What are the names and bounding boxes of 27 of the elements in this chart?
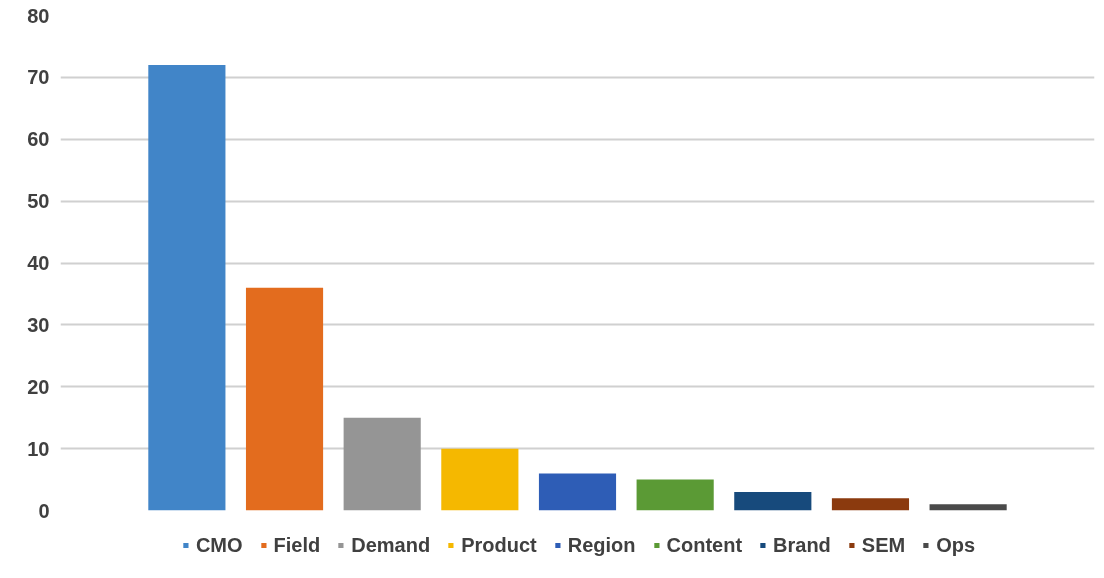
legend-label: SEM xyxy=(861,533,906,557)
legend-label: Region xyxy=(567,533,636,557)
bar xyxy=(441,448,519,511)
y-tick-label: 70 xyxy=(27,66,50,89)
bar xyxy=(148,65,226,511)
legend-label: CMO xyxy=(195,533,243,557)
y-tick-label: 30 xyxy=(27,313,50,336)
y-tick-label: 60 xyxy=(27,128,50,151)
bar xyxy=(929,504,1007,511)
bar xyxy=(245,287,324,511)
y-tick-label: 40 xyxy=(27,252,50,274)
y-tick-label: 20 xyxy=(27,375,50,398)
bar xyxy=(831,498,910,511)
bar xyxy=(636,479,714,511)
bar xyxy=(538,473,617,511)
legend-label: Demand xyxy=(351,533,431,557)
y-tick-label: 0 xyxy=(38,499,50,522)
y-tick-label: 80 xyxy=(27,4,50,27)
y-tick-label: 10 xyxy=(27,437,50,460)
y-tick-label: 50 xyxy=(27,190,50,213)
bar xyxy=(734,491,812,511)
legend-label: Brand xyxy=(773,533,831,557)
legend-label: Field xyxy=(273,533,321,557)
legend-label: Content xyxy=(666,533,743,557)
legend-label: Ops xyxy=(936,533,976,557)
legend-label: Product xyxy=(461,533,537,557)
bar xyxy=(343,417,421,511)
